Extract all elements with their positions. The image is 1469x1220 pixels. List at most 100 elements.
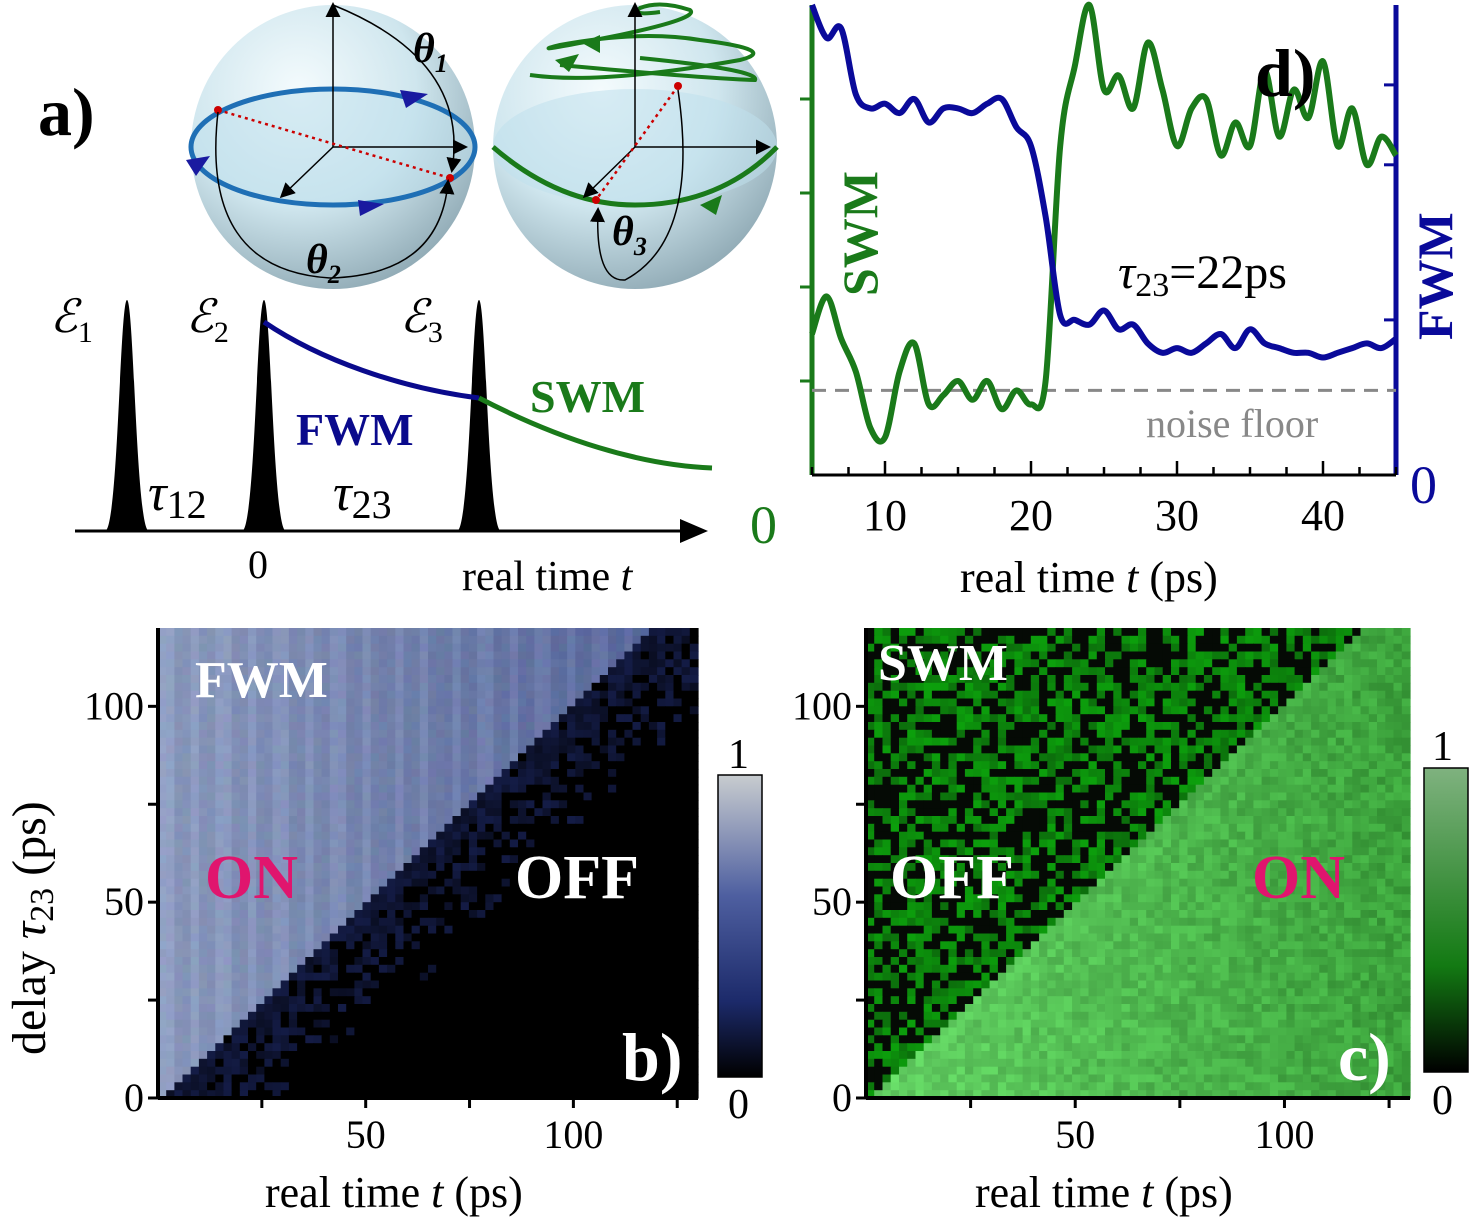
heatmap-cell <box>681 769 691 778</box>
heatmap-cell <box>648 776 658 786</box>
heatmap-cell <box>182 972 192 982</box>
heatmap-cell <box>329 792 339 801</box>
heatmap-cell <box>485 1011 495 1021</box>
heatmap-cell <box>256 894 265 903</box>
heatmap-cell <box>362 698 372 707</box>
heatmap-cell <box>362 753 372 762</box>
heatmap-cell <box>493 1090 503 1099</box>
heatmap-cell <box>689 675 699 684</box>
heatmap-cell <box>1096 659 1106 668</box>
heatmap-cell <box>907 659 916 668</box>
heatmap-cell <box>1138 682 1147 692</box>
heatmap-cell <box>370 996 380 1005</box>
heatmap-cell <box>288 784 298 794</box>
heatmap-cell <box>370 1090 380 1099</box>
heatmap-cell <box>231 839 241 848</box>
heatmap-cell <box>468 949 478 958</box>
heatmap-cell <box>1113 643 1123 653</box>
heatmap-cell <box>190 729 200 739</box>
heatmap-cell <box>460 925 470 935</box>
heatmap-cell <box>182 792 192 801</box>
heatmap-cell <box>329 894 339 903</box>
heatmap-cell <box>362 886 372 895</box>
heatmap-cell <box>1154 722 1164 731</box>
heatmap-cell <box>280 910 290 919</box>
heatmap-cell <box>1063 635 1073 645</box>
heatmap-cell <box>174 1066 184 1076</box>
heatmap-cell <box>689 878 699 888</box>
heatmap-cell <box>297 863 306 872</box>
heatmap-cell <box>673 635 683 645</box>
heatmap-cell <box>207 886 216 895</box>
heatmap-cell <box>1105 667 1114 676</box>
heatmap-cell <box>640 1019 650 1029</box>
heatmap-cell <box>362 800 372 809</box>
heatmap-cell <box>673 729 683 739</box>
heatmap-cell <box>403 957 413 966</box>
heatmap-cell <box>575 988 585 997</box>
heatmap-cell <box>223 1058 233 1068</box>
heatmap-cell <box>640 957 650 966</box>
heatmap-cell <box>1072 635 1081 645</box>
heatmap-cell <box>346 816 355 825</box>
heatmap-cell <box>313 847 323 856</box>
heatmap-cell <box>419 1027 429 1036</box>
heatmap-cell <box>297 651 306 660</box>
heatmap-cell <box>256 722 265 731</box>
heatmap-cell <box>338 1027 347 1036</box>
heatmap-cell <box>907 706 916 715</box>
heatmap-cell <box>1105 706 1114 715</box>
heatmap-cell <box>518 839 527 848</box>
heatmap-cell <box>501 667 511 676</box>
heatmap-cell <box>485 863 495 872</box>
heatmap-cell <box>681 651 691 660</box>
heatmap-cell <box>526 729 535 739</box>
heatmap-cell <box>231 878 241 888</box>
heatmap-cell <box>305 925 315 935</box>
heatmap-cell <box>542 651 552 660</box>
heatmap-cell <box>518 1011 527 1021</box>
b-ylabel-var: τ <box>3 920 56 939</box>
heatmap-cell <box>681 823 691 833</box>
heatmap-cell <box>428 769 437 778</box>
heatmap-cell <box>239 823 249 833</box>
heatmap-cell <box>272 643 282 653</box>
heatmap-cell <box>1162 667 1172 676</box>
heatmap-cell <box>346 894 355 903</box>
heatmap-cell <box>428 933 437 942</box>
heatmap-cell <box>419 941 429 950</box>
heatmap-cell <box>874 651 883 660</box>
heatmap-cell <box>198 1011 208 1021</box>
heatmap-cell <box>239 910 249 919</box>
heatmap-cell <box>640 1027 650 1036</box>
heatmap-cell <box>256 816 265 825</box>
heatmap-cell <box>608 831 617 841</box>
heatmap-cell <box>558 1027 568 1036</box>
heatmap-cell <box>215 784 225 794</box>
heatmap-cell <box>665 863 675 872</box>
heatmap-cell <box>444 800 454 809</box>
heatmap-cell <box>288 635 298 645</box>
heatmap-cell <box>1286 643 1296 653</box>
heatmap-cell <box>624 902 634 911</box>
heatmap-cell <box>648 933 658 942</box>
heatmap-cell <box>272 1090 282 1099</box>
heatmap-cell <box>1030 651 1040 660</box>
heatmap-cell <box>907 628 916 637</box>
heatmap-cell <box>1195 682 1205 692</box>
heatmap-cell <box>501 949 511 958</box>
heatmap-cell <box>419 917 429 927</box>
heatmap-cell <box>923 682 933 692</box>
heatmap-cell <box>1088 698 1098 707</box>
heatmap-cell <box>648 1011 658 1021</box>
heatmap-cell <box>215 964 225 974</box>
heatmap-cell <box>591 722 601 731</box>
heatmap-cell <box>997 628 1007 637</box>
heatmap-cell <box>468 870 478 880</box>
heatmap-cell <box>997 667 1007 676</box>
heatmap-cell <box>411 980 421 989</box>
heatmap-cell <box>1377 667 1386 676</box>
heatmap-cell <box>608 870 617 880</box>
heatmap-cell <box>329 1035 339 1044</box>
heatmap-cell <box>174 745 184 754</box>
